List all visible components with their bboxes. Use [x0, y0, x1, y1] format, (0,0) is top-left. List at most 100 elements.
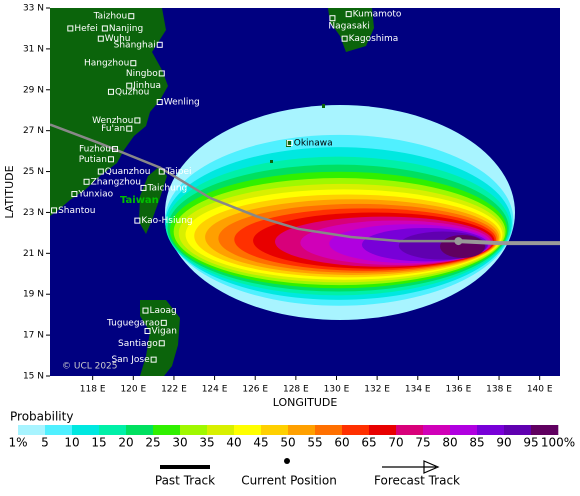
x-tick-label: 126 E — [242, 385, 268, 395]
colorbar-cell — [450, 425, 478, 435]
colorbar-label: 55 — [307, 436, 322, 450]
city-label: Laoag — [149, 306, 176, 316]
region-label: Taiwan — [120, 195, 159, 206]
legend-forecast: Forecast Track — [374, 474, 460, 488]
colorbar-cell — [99, 425, 127, 435]
y-tick-label: 27 N — [23, 126, 44, 136]
colorbar: 1% 5 10 15 20 25 30 35 40 45 50 55 60 65 70 75 80 85 90 95 1… — [8, 425, 575, 450]
colorbar-cell — [342, 425, 370, 435]
city-marker — [107, 88, 114, 95]
current-position — [454, 237, 463, 246]
city-label: Kao-Hsiung — [141, 216, 192, 226]
city-marker — [128, 13, 135, 20]
city-marker — [101, 25, 108, 32]
colorbar-cell — [531, 425, 559, 435]
land — [50, 8, 374, 376]
city-marker — [130, 60, 137, 67]
colorbar-label: 70 — [388, 436, 403, 450]
colorbar-label: 45 — [253, 436, 268, 450]
city-label: Kagoshima — [349, 34, 399, 44]
island — [322, 104, 325, 108]
forecast-track-swatch — [382, 460, 440, 474]
colorbar-label: 90 — [496, 436, 511, 450]
city-label: Santiago — [118, 339, 158, 349]
city-label: Wenling — [164, 98, 200, 108]
city-marker — [126, 125, 133, 132]
colorbar-cell — [45, 425, 73, 435]
colorbar-label: 30 — [172, 436, 187, 450]
legend-past: Past Track — [155, 474, 215, 488]
past-track — [50, 123, 459, 243]
colorbar-cell — [423, 425, 451, 435]
city-marker — [97, 168, 104, 175]
colorbar-label: 100% — [541, 436, 575, 450]
colorbar-cell — [126, 425, 154, 435]
x-tick-label: 118 E — [80, 385, 106, 395]
colorbar-label: 75 — [415, 436, 430, 450]
city-marker — [67, 25, 74, 32]
colorbar-cell — [477, 425, 505, 435]
x-tick-label: 128 E — [283, 385, 309, 395]
y-tick-label: 21 N — [23, 249, 44, 259]
city-marker — [112, 146, 119, 153]
city-label: Hangzhou — [84, 59, 129, 69]
city-marker — [341, 35, 348, 42]
colorbar-cell — [207, 425, 235, 435]
city-label: Quanzhou — [105, 167, 151, 177]
city-marker — [51, 207, 58, 214]
island — [286, 140, 291, 147]
city-label: Fuzhou — [79, 145, 111, 155]
colorbar-label: 5 — [41, 436, 49, 450]
colorbar-cell — [504, 425, 532, 435]
y-tick-label: 17 N — [23, 331, 44, 341]
colorbar-label: 85 — [469, 436, 484, 450]
colorbar-cell — [369, 425, 397, 435]
colorbar-label: 15 — [91, 436, 106, 450]
track-layer — [50, 123, 560, 246]
x-tick-label: 134 E — [405, 385, 431, 395]
colorbar-cell — [288, 425, 316, 435]
y-tick-label: 25 N — [23, 167, 44, 177]
y-tick-label: 31 N — [23, 44, 44, 54]
city-marker — [329, 15, 336, 22]
city-marker — [140, 184, 147, 191]
city-label: Shanghai — [114, 40, 156, 50]
colorbar-label: 25 — [145, 436, 160, 450]
x-tick-label: 124 E — [202, 385, 228, 395]
city-marker — [134, 117, 141, 124]
city-label: Hefei — [74, 24, 98, 34]
colorbar-cell — [261, 425, 289, 435]
x-axis-label: LONGITUDE — [273, 396, 338, 409]
city-label: Yunxiao — [77, 190, 113, 200]
city-label: Nagasaki — [328, 22, 369, 32]
colorbar-label: 40 — [226, 436, 241, 450]
luzon — [140, 300, 180, 376]
y-tick-label: 15 N — [23, 372, 44, 382]
colorbar-cell — [18, 425, 46, 435]
colorbar-label: 35 — [199, 436, 214, 450]
city-marker — [160, 319, 167, 326]
city-label: Tuguegarao — [106, 318, 160, 328]
city-marker — [156, 41, 163, 48]
city-label: Wuhu — [105, 34, 131, 44]
city-label: Ningbo — [126, 69, 158, 79]
colorbar-cell — [72, 425, 100, 435]
x-tick-label: 132 E — [364, 385, 390, 395]
colorbar-cell — [180, 425, 208, 435]
city-label: Quzhou — [115, 87, 149, 97]
city-marker — [142, 307, 149, 314]
city-label: Wenzhou — [92, 116, 133, 126]
city-marker — [126, 82, 133, 89]
city-marker — [150, 356, 157, 363]
kyushu — [328, 8, 374, 52]
city-marker — [345, 11, 352, 18]
y-tick-label: 23 N — [23, 208, 44, 218]
city-label: Shantou — [58, 206, 95, 216]
city-label: Nanjing — [109, 24, 143, 34]
colorbar-title: Probability — [10, 410, 73, 424]
x-tick-label: 130 E — [324, 385, 350, 395]
mainland — [50, 8, 168, 216]
city-label: Putian — [79, 155, 107, 165]
